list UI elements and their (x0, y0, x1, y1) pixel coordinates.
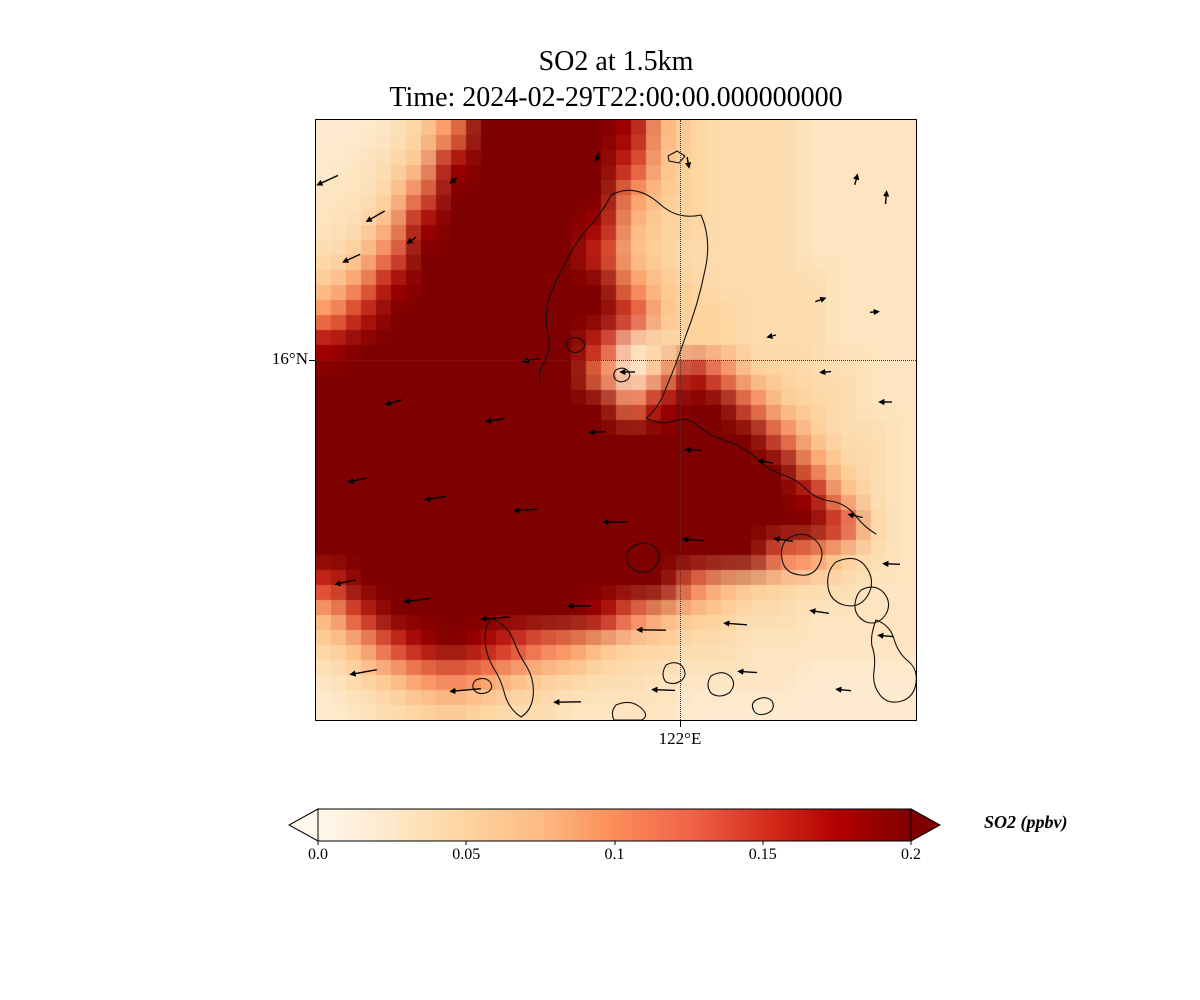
lon-tick-label: 122°E (658, 729, 702, 748)
wind-arrow (835, 686, 852, 693)
wind-arrow (773, 536, 794, 543)
wind-arrow (853, 173, 860, 185)
colorbar-extend-max (910, 808, 942, 842)
wind-arrow (513, 507, 538, 514)
wind-arrow (449, 687, 481, 695)
colorbar-tick-mark (762, 841, 764, 845)
wind-arrow (723, 620, 748, 627)
colorbar (287, 808, 942, 842)
coastline-island (484, 617, 534, 718)
wind-arrows-layer (316, 151, 901, 706)
wind-arrow (588, 428, 607, 436)
wind-arrow (365, 210, 386, 222)
coastline (645, 417, 877, 535)
wind-arrow (384, 399, 402, 406)
colorbar-tick-label: 0.2 (901, 846, 921, 863)
lat-tick-label: 16°N (271, 349, 308, 368)
colorbar-ticks: 0.0 0.05 0.1 0.15 0.2 (288, 841, 942, 870)
wind-arrow (847, 512, 863, 519)
coastline-layer (472, 150, 916, 720)
wind-arrow (819, 368, 832, 376)
coastline-lake (565, 336, 586, 354)
wind-arrow (651, 686, 676, 693)
coastline-islet (751, 697, 774, 716)
wind-arrow (809, 608, 830, 615)
chart-title: SO2 at 1.5km (538, 46, 694, 77)
coastline-islet (707, 672, 735, 697)
colorbar-tick-mark (910, 841, 912, 845)
gridline-122e (680, 120, 682, 720)
coastline-island (626, 542, 660, 573)
title-block: SO2 at 1.5km Time: 2024-02-29T22:00:00.0… (266, 44, 966, 116)
wind-arrow (684, 446, 703, 454)
map-plot (315, 119, 917, 721)
colorbar-tick-label: 0.1 (604, 846, 625, 863)
chart-subtitle: Time: 2024-02-29T22:00:00.000000000 (389, 82, 843, 113)
colorbar-tick-mark (465, 841, 467, 845)
so2-heatmap (316, 120, 916, 720)
coastline-island (870, 619, 916, 703)
wind-arrow (685, 156, 692, 169)
colorbar-extend-min (287, 808, 319, 842)
colorbar-tick-label: 0.15 (748, 846, 777, 863)
coastline-island (827, 557, 873, 607)
wind-arrow (766, 332, 777, 339)
colorbar-tick-label: 0.0 (308, 846, 328, 863)
wind-arrow (757, 458, 774, 465)
wind-arrow (342, 253, 361, 263)
colorbar-label: SO2 (ppbv) (984, 812, 1068, 832)
wind-arrow (316, 174, 339, 186)
wind-arrow (882, 190, 890, 205)
coastline (538, 194, 612, 383)
wind-arrow (403, 597, 431, 605)
wind-arrow (682, 536, 705, 543)
gridline-16n (316, 360, 916, 361)
wind-arrow (737, 668, 758, 675)
coastline-island (780, 533, 823, 576)
colorbar-gradient (317, 808, 912, 842)
lat-tick-mark (309, 360, 316, 362)
colorbar-tick-label: 0.05 (452, 846, 481, 863)
wind-arrow (882, 560, 901, 568)
wind-arrow (877, 632, 894, 639)
coastline-island (854, 586, 890, 624)
wind-arrow (349, 669, 377, 677)
coastline-islet (472, 677, 493, 695)
wind-arrow (424, 495, 446, 502)
wind-arrow (449, 176, 458, 184)
wind-arrow (347, 477, 367, 485)
wind-arrow (869, 308, 880, 316)
colorbar-tick-mark (614, 841, 615, 845)
wind-arrow (480, 615, 511, 622)
lon-tick-mark (680, 721, 682, 727)
coastline (610, 189, 709, 419)
wind-arrow (406, 236, 417, 244)
wind-arrow (815, 296, 827, 303)
wind-arrow (485, 417, 506, 424)
colorbar-tick-mark (317, 841, 319, 845)
colorbar-svg (287, 808, 942, 842)
wind-arrow (334, 579, 356, 587)
coastline-islet (667, 150, 686, 164)
coastline-islet (611, 701, 647, 720)
coastline-islet (662, 662, 686, 685)
wind-arrow (594, 151, 601, 163)
